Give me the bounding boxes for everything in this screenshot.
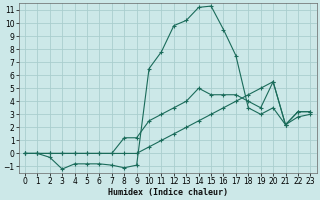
X-axis label: Humidex (Indice chaleur): Humidex (Indice chaleur) bbox=[108, 188, 228, 197]
